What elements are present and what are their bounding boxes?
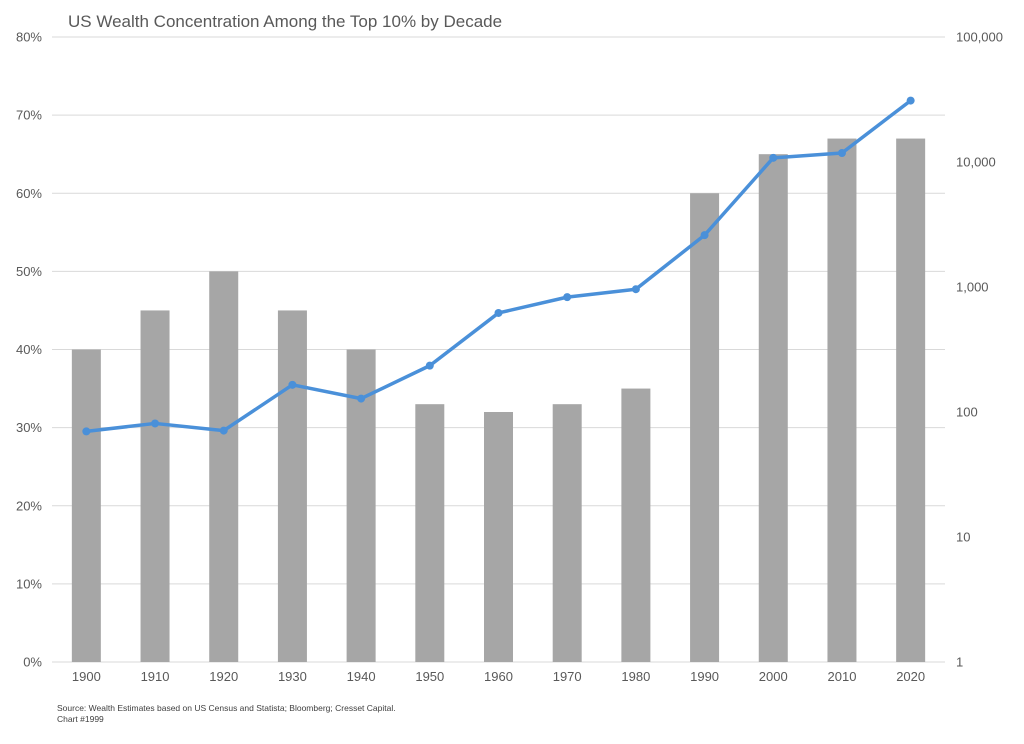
line-point	[700, 231, 709, 240]
x-tick-label: 1990	[690, 669, 719, 684]
left-axis: 0% 10% 20% 30% 40% 50% 60% 70% 80%	[16, 30, 42, 670]
x-tick-label: 1930	[278, 669, 307, 684]
bar	[140, 310, 170, 662]
x-tick-label: 2020	[896, 669, 925, 684]
left-tick-label: 50%	[16, 264, 42, 279]
bar	[552, 404, 582, 662]
right-tick-label: 1,000	[956, 280, 989, 295]
right-tick-label: 10	[956, 530, 970, 545]
left-tick-label: 70%	[16, 108, 42, 123]
line-point	[563, 293, 572, 302]
x-tick-label: 1980	[621, 669, 650, 684]
bar	[896, 138, 926, 662]
right-axis: 1 10 100 1,000 10,000 100,000	[956, 30, 1003, 670]
bar	[621, 388, 651, 662]
line-point	[906, 96, 915, 105]
line-point	[837, 149, 846, 158]
line-point	[494, 308, 503, 317]
x-tick-label: 1920	[209, 669, 238, 684]
bar	[277, 310, 307, 662]
line-point	[769, 153, 778, 162]
left-tick-label: 60%	[16, 186, 42, 201]
line-point	[288, 380, 297, 389]
line-point	[425, 361, 434, 370]
left-tick-label: 10%	[16, 576, 42, 591]
right-tick-label: 100,000	[956, 30, 1003, 45]
x-tick-label: 2010	[828, 669, 857, 684]
source-text: Source: Wealth Estimates based on US Cen…	[57, 703, 396, 713]
right-tick-label: 1	[956, 655, 963, 670]
x-tick-label: 1940	[347, 669, 376, 684]
line-point	[219, 426, 228, 435]
bar	[827, 138, 857, 662]
x-tick-label: 1960	[484, 669, 513, 684]
bar-series	[71, 138, 926, 662]
left-tick-label: 0%	[23, 655, 42, 670]
right-tick-label: 100	[956, 405, 978, 420]
x-tick-label: 1950	[415, 669, 444, 684]
line-point	[151, 419, 160, 428]
x-tick-label: 1970	[553, 669, 582, 684]
left-tick-label: 30%	[16, 420, 42, 435]
source-note: Source: Wealth Estimates based on US Cen…	[57, 703, 396, 725]
line-point	[631, 285, 640, 294]
bar	[690, 193, 720, 662]
left-tick-label: 20%	[16, 498, 42, 513]
bar	[71, 349, 101, 662]
left-tick-label: 40%	[16, 342, 42, 357]
chart-title: US Wealth Concentration Among the Top 10…	[68, 12, 502, 31]
bar	[758, 154, 788, 662]
line-point	[82, 427, 91, 436]
left-tick-label: 80%	[16, 30, 42, 45]
bar	[209, 271, 239, 662]
bar	[484, 412, 513, 662]
line-series	[82, 96, 915, 436]
x-tick-label: 2000	[759, 669, 788, 684]
bar	[415, 404, 445, 662]
chart-number: Chart #1999	[57, 714, 104, 724]
line-point	[357, 394, 366, 403]
x-tick-label: 1910	[141, 669, 170, 684]
right-tick-label: 10,000	[956, 155, 996, 170]
x-axis: 1900 1910 1920 1930 1940 1950 1960 1970 1980 1990…	[72, 669, 925, 684]
x-tick-label: 1900	[72, 669, 101, 684]
